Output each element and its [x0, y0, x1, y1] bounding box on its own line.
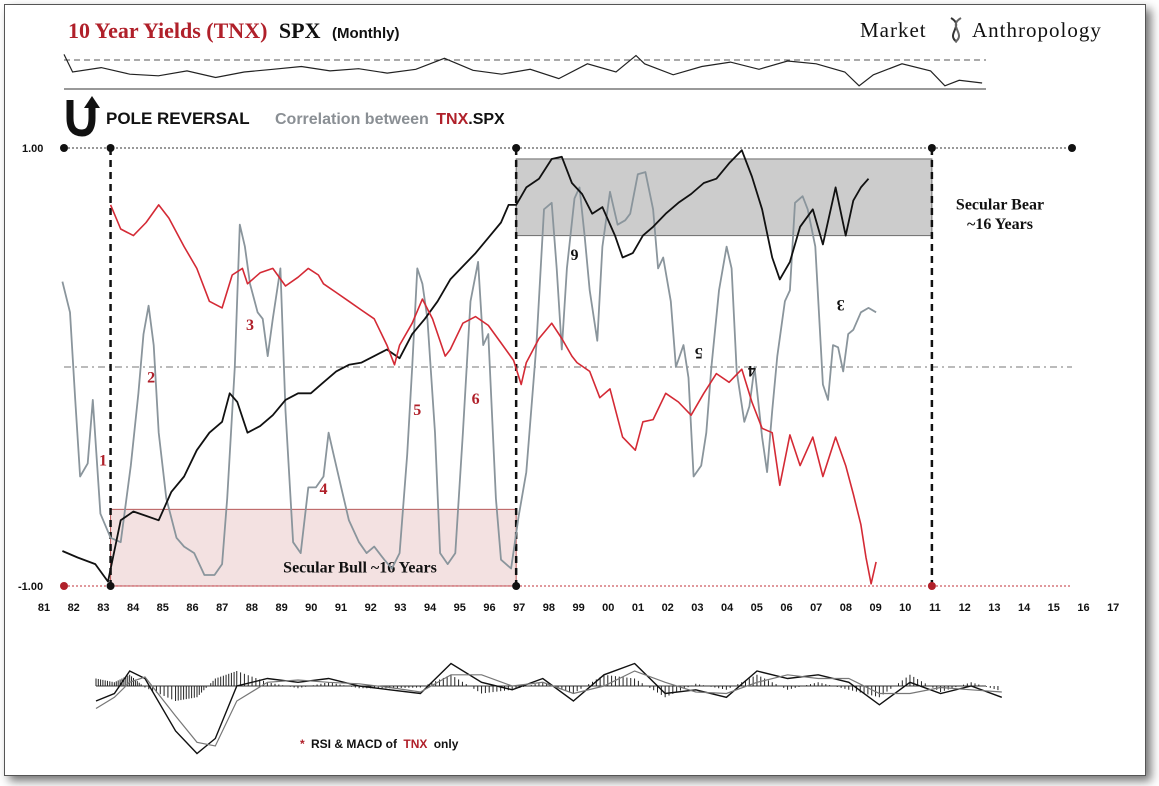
wave-number-annotation: 3: [246, 317, 254, 334]
pole-reversal-label: POLE REVERSAL: [106, 109, 250, 128]
axis-bottom-dot: [60, 582, 68, 590]
x-tick-label: 81: [38, 602, 50, 614]
x-tick-label: 97: [513, 602, 525, 614]
x-tick-label: 15: [1048, 602, 1060, 614]
footer-note: * RSI & MACD of TNX only: [300, 737, 459, 751]
x-tick-label: 09: [869, 602, 881, 614]
x-tick-label: 82: [68, 602, 80, 614]
series-spx: [62, 149, 870, 583]
x-tick-label: 89: [275, 602, 287, 614]
wave-number-annotation: 4: [320, 481, 328, 498]
wave-number-annotation: 5: [695, 344, 703, 361]
x-tick-label: 01: [632, 602, 644, 614]
ratio-strip-panel: [63, 54, 986, 90]
wave-number-annotation: 6: [570, 246, 578, 263]
x-tick-label: 93: [394, 602, 406, 614]
brand-market: Market: [860, 18, 927, 42]
x-tick-label: 02: [662, 602, 674, 614]
axis-top-dot: [60, 144, 68, 152]
x-tick-label: 06: [780, 602, 792, 614]
x-tick-label: 03: [691, 602, 703, 614]
x-tick-label: 95: [454, 602, 466, 614]
secular-bull-label: Secular Bull ~16 Years: [283, 559, 437, 576]
x-tick-label: 17: [1107, 602, 1119, 614]
footer-suffix: only: [434, 737, 459, 751]
macd-panel: [95, 662, 1003, 755]
y-tick-label: 1.00: [22, 143, 43, 155]
divider-bottom-dot: [512, 582, 521, 590]
wave-number-annotation: 1: [99, 453, 107, 470]
x-tick-label: 90: [305, 602, 317, 614]
x-tick-label: 16: [1077, 602, 1089, 614]
x-tick-label: 87: [216, 602, 228, 614]
footer-symbol: TNX: [403, 737, 427, 751]
dna-helix-icon: [950, 17, 962, 43]
x-tick-label: 04: [721, 602, 734, 614]
macd-line: [95, 662, 1003, 755]
chart-title: 10 Year Yields (TNX) SPX (Monthly): [68, 18, 399, 43]
macd-signal-line: [95, 670, 1002, 747]
wave-number-annotation: 4: [748, 362, 756, 379]
divider-top-dot: [927, 144, 936, 152]
x-tick-label: 08: [840, 602, 852, 614]
x-tick-label: 05: [751, 602, 763, 614]
footer-asterisk: *: [300, 737, 305, 751]
correlation-label: Correlation between TNX.SPX: [275, 111, 505, 128]
divider-top-dot: [512, 144, 521, 152]
right-top-dot: [1068, 144, 1076, 152]
x-tick-label: 86: [186, 602, 198, 614]
x-tick-label: 00: [602, 602, 614, 614]
x-tick-label: 12: [959, 602, 971, 614]
x-tick-label: 84: [127, 602, 140, 614]
x-tick-label: 99: [572, 602, 584, 614]
x-tick-label: 10: [899, 602, 911, 614]
y-tick-label: -1.00: [18, 581, 43, 593]
title-tnx: 10 Year Yields (TNX): [68, 18, 267, 43]
u-turn-arrow-icon: [66, 96, 100, 137]
x-tick-label: 96: [483, 602, 495, 614]
title-spx: SPX: [279, 18, 321, 43]
divider-bottom-dot: [106, 582, 115, 590]
main-chart-panel: Secular Bull ~16 Years Secular Bear ~16 Ye…: [18, 143, 1119, 614]
correlation-spx: .SPX: [468, 111, 505, 128]
correlation-tnx: TNX: [436, 111, 468, 128]
x-tick-label: 91: [335, 602, 347, 614]
wave-number-annotation: 3: [837, 296, 845, 313]
series-tnx: [109, 204, 877, 585]
title-frequency: (Monthly): [332, 25, 399, 42]
secular-bear-label-line1: Secular Bear: [956, 196, 1044, 213]
x-tick-label: 14: [1018, 602, 1031, 614]
chart-frame: [4, 4, 1146, 776]
wave-number-annotation: 5: [413, 402, 421, 419]
x-tick-label: 85: [157, 602, 169, 614]
divider-bottom-dot: [927, 582, 936, 590]
x-tick-label: 98: [543, 602, 555, 614]
x-tick-label: 94: [424, 602, 437, 614]
series-correlation: [61, 171, 877, 576]
footer-prefix: RSI & MACD of: [311, 737, 398, 751]
ratio-strip-line: [63, 54, 983, 87]
wave-number-annotation: 2: [147, 369, 155, 386]
secular-bear-label-line2: ~16 Years: [967, 216, 1033, 233]
x-tick-label: 83: [97, 602, 109, 614]
x-tick-label: 92: [365, 602, 377, 614]
x-tick-label: 07: [810, 602, 822, 614]
x-tick-label: 88: [246, 602, 258, 614]
x-tick-label: 13: [988, 602, 1000, 614]
divider-top-dot: [106, 144, 115, 152]
x-tick-label: 11: [929, 602, 941, 614]
brand-anthropology: Anthropology: [972, 18, 1102, 42]
wave-number-annotation: 6: [472, 391, 480, 408]
correlation-prefix: Correlation between: [275, 111, 429, 128]
